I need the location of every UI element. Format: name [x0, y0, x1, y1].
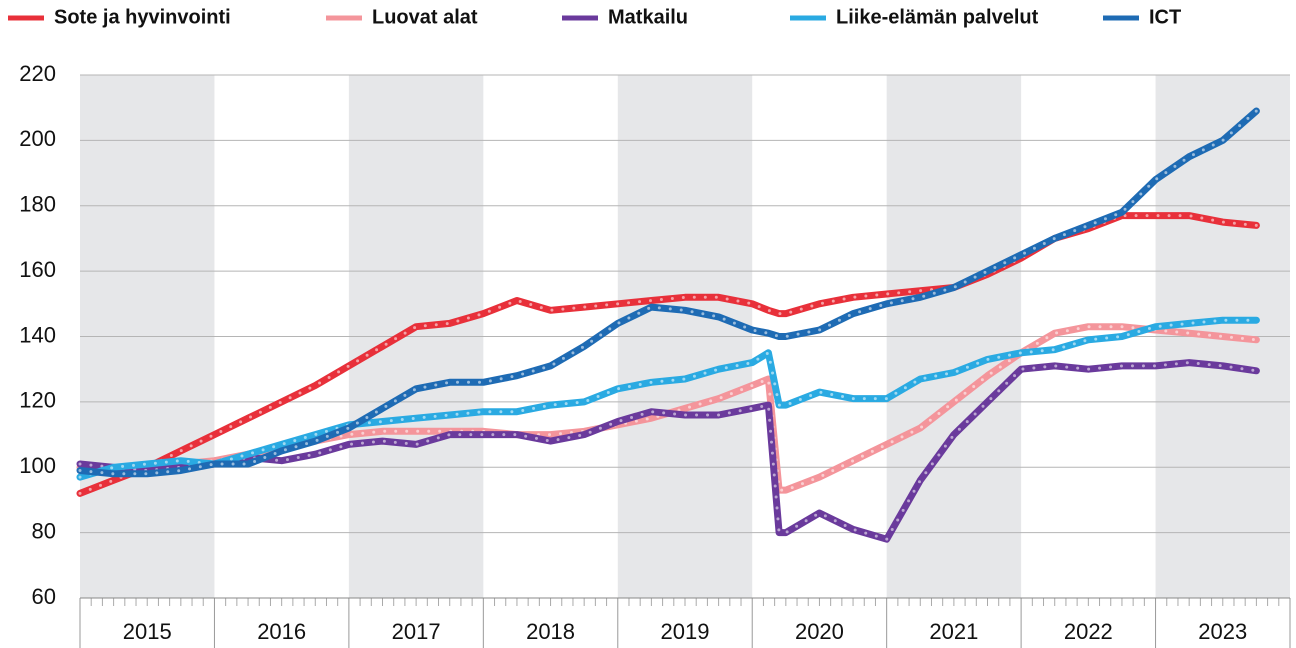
- y-tick-label: 80: [32, 518, 56, 543]
- y-tick-label: 180: [19, 192, 56, 217]
- y-tick-label: 100: [19, 453, 56, 478]
- series-dots: [78, 361, 1258, 541]
- legend-label: Matkailu: [608, 6, 688, 28]
- legend-label: ICT: [1149, 6, 1181, 28]
- legend-label: Luovat alat: [372, 6, 478, 28]
- x-tick-label: 2019: [661, 619, 710, 644]
- y-tick-label: 220: [19, 61, 56, 86]
- series-line: [76, 316, 1260, 481]
- x-tick-label: 2017: [392, 619, 441, 644]
- y-tick-label: 200: [19, 126, 56, 151]
- y-tick-label: 140: [19, 322, 56, 347]
- series-dots: [78, 109, 1258, 476]
- legend-label: Sote ja hyvinvointi: [54, 6, 231, 28]
- y-tick-label: 60: [32, 584, 56, 609]
- y-tick-label: 120: [19, 388, 56, 413]
- legend-label: Liike-elämän palvelut: [836, 6, 1039, 28]
- x-tick-label: 2023: [1198, 619, 1247, 644]
- y-tick-label: 160: [19, 257, 56, 282]
- x-tick-label: 2021: [929, 619, 978, 644]
- x-tick-label: 2015: [123, 619, 172, 644]
- x-tick-label: 2016: [257, 619, 306, 644]
- x-tick-label: 2018: [526, 619, 575, 644]
- x-tick-label: 2022: [1064, 619, 1113, 644]
- x-tick-label: 2020: [795, 619, 844, 644]
